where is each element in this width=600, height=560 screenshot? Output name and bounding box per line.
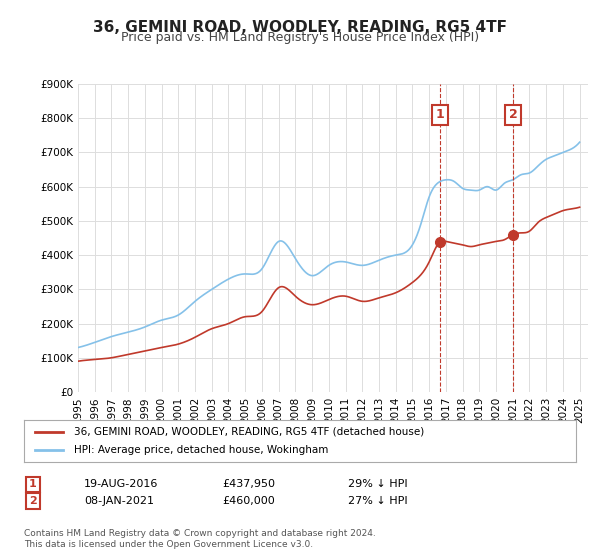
Text: 2: 2 <box>29 496 37 506</box>
Text: 1: 1 <box>29 479 37 489</box>
Text: 1: 1 <box>436 108 444 122</box>
Text: Contains HM Land Registry data © Crown copyright and database right 2024.
This d: Contains HM Land Registry data © Crown c… <box>24 529 376 549</box>
Text: £437,950: £437,950 <box>222 479 275 489</box>
Text: £460,000: £460,000 <box>222 496 275 506</box>
Text: 36, GEMINI ROAD, WOODLEY, READING, RG5 4TF: 36, GEMINI ROAD, WOODLEY, READING, RG5 4… <box>93 20 507 35</box>
Text: 29% ↓ HPI: 29% ↓ HPI <box>348 479 407 489</box>
Text: Price paid vs. HM Land Registry's House Price Index (HPI): Price paid vs. HM Land Registry's House … <box>121 31 479 44</box>
Text: 19-AUG-2016: 19-AUG-2016 <box>84 479 158 489</box>
Text: 36, GEMINI ROAD, WOODLEY, READING, RG5 4TF (detached house): 36, GEMINI ROAD, WOODLEY, READING, RG5 4… <box>74 427 424 437</box>
Text: 27% ↓ HPI: 27% ↓ HPI <box>348 496 407 506</box>
Text: 08-JAN-2021: 08-JAN-2021 <box>84 496 154 506</box>
Text: HPI: Average price, detached house, Wokingham: HPI: Average price, detached house, Woki… <box>74 445 328 455</box>
Text: 2: 2 <box>509 108 518 122</box>
